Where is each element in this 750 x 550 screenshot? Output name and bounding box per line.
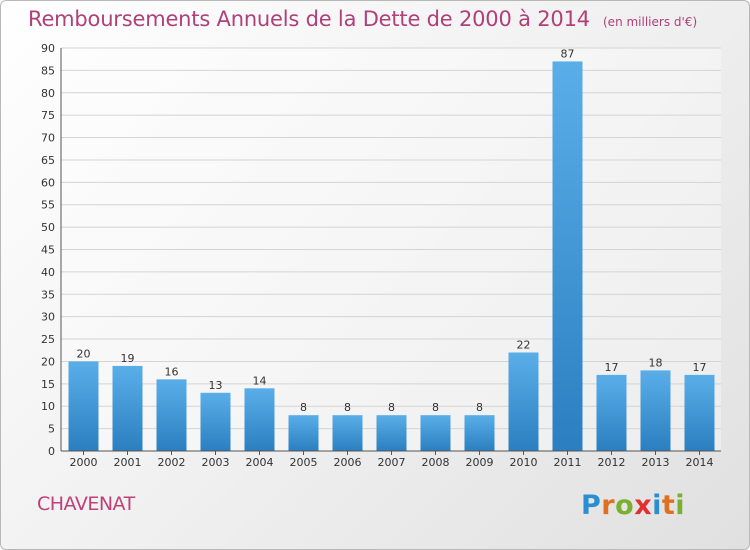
y-tick-label: 30: [41, 311, 55, 324]
data-label: 17: [693, 361, 707, 374]
grid-lines: [61, 47, 721, 452]
x-tick-label: 2013: [642, 456, 670, 469]
data-label: 13: [209, 379, 223, 392]
logo-letter: t: [661, 490, 676, 521]
bar: [332, 415, 363, 451]
logo-letter: i: [652, 490, 662, 521]
bar: [640, 370, 671, 451]
bar: [508, 352, 539, 451]
y-tick-label: 80: [41, 87, 55, 100]
bar: [552, 61, 583, 451]
y-tick-label: 65: [41, 154, 55, 167]
bar: [420, 415, 451, 451]
x-tick-label: 2001: [114, 456, 142, 469]
y-tick-label: 35: [41, 288, 55, 301]
logo-letter: i: [675, 490, 686, 521]
y-tick-label: 45: [41, 244, 55, 257]
x-tick-label: 2008: [422, 456, 450, 469]
proxiti-logo: Proxiti: [581, 490, 685, 521]
x-tick-label: 2004: [246, 456, 274, 469]
data-label: 8: [300, 401, 307, 414]
commune-name: CHAVENAT: [37, 493, 135, 515]
title-row: Remboursements Annuels de la Dette de 20…: [28, 7, 697, 31]
logo-letter: r: [601, 490, 616, 521]
y-tick-label: 10: [41, 400, 55, 413]
bars: [68, 61, 715, 451]
y-tick-label: 0: [48, 445, 55, 458]
bar: [112, 365, 143, 451]
data-label: 8: [388, 401, 395, 414]
y-tick-labels: 0 5 10 15 20 25 30 35 40 45 50 55 60 65 70 75 80 85 90: [41, 42, 55, 458]
bar: [684, 374, 715, 451]
bar: [288, 415, 319, 451]
y-tick-label: 75: [41, 109, 55, 122]
bar: [376, 415, 407, 451]
data-label: 19: [121, 352, 135, 365]
y-tick-label: 5: [48, 423, 55, 436]
bar: [464, 415, 495, 451]
data-label: 22: [517, 338, 531, 351]
x-tick-label: 2009: [466, 456, 494, 469]
x-tick-label: 2012: [598, 456, 626, 469]
x-tick-label: 2014: [686, 456, 714, 469]
data-label: 16: [165, 365, 179, 378]
data-label: 14: [253, 374, 267, 387]
data-labels: 20 19 16 13 14 8 8 8 8 8 22 87 17 18 17: [77, 47, 707, 414]
logo-letter: x: [634, 490, 653, 521]
bar: [244, 388, 275, 451]
data-label: 87: [561, 47, 575, 60]
x-tick-label: 2003: [202, 456, 230, 469]
x-tick-label: 2010: [510, 456, 538, 469]
bar: [200, 392, 231, 451]
bar: [68, 361, 99, 451]
x-tick-label: 2000: [70, 456, 98, 469]
y-tick-label: 55: [41, 199, 55, 212]
y-tick-label: 40: [41, 266, 55, 279]
data-label: 20: [77, 347, 91, 360]
logo-letter: o: [615, 490, 635, 521]
y-tick-label: 70: [41, 132, 55, 145]
y-tick-label: 85: [41, 64, 55, 77]
y-tick-label: 90: [41, 42, 55, 55]
y-tick-label: 15: [41, 378, 55, 391]
y-tick-label: 25: [41, 333, 55, 346]
x-tick-label: 2002: [158, 456, 186, 469]
data-label: 18: [649, 356, 663, 369]
y-tick-label: 60: [41, 176, 55, 189]
bar: [156, 379, 187, 451]
data-label: 8: [476, 401, 483, 414]
x-tick-label: 2007: [378, 456, 406, 469]
data-label: 17: [605, 361, 619, 374]
data-label: 8: [432, 401, 439, 414]
chart-title: Remboursements Annuels de la Dette de 20…: [28, 7, 590, 31]
x-tick-label: 2005: [290, 456, 318, 469]
y-tick-label: 50: [41, 221, 55, 234]
chart-unit: (en milliers d'€): [603, 15, 698, 29]
x-tick-label: 2006: [334, 456, 362, 469]
y-tick-label: 20: [41, 355, 55, 368]
logo-letter: P: [581, 490, 602, 521]
bar: [596, 374, 627, 451]
axes: [60, 48, 721, 455]
data-label: 8: [344, 401, 351, 414]
x-tick-label: 2011: [554, 456, 582, 469]
x-tick-labels: 2000 2001 2002 2003 2004 2005 2006 2007 2008 2009…: [70, 456, 714, 469]
